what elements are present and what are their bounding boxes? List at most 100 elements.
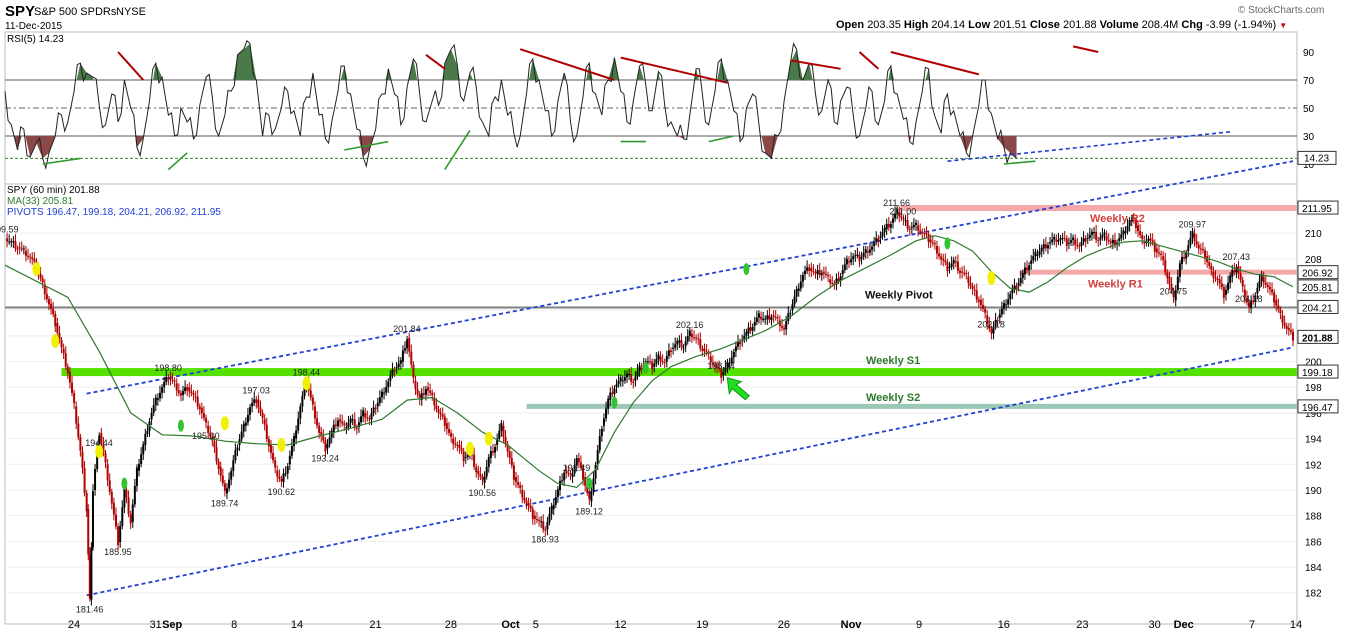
candle-body [249, 407, 252, 415]
candle-body [8, 241, 11, 243]
candle-body [791, 304, 794, 311]
candle-body [445, 423, 448, 429]
candle-body [728, 363, 731, 365]
candle-body [1019, 278, 1022, 284]
price-annotation: 198.94 [707, 361, 735, 371]
rsi-value-tag [1297, 150, 1337, 165]
candle-body [569, 473, 572, 475]
x-tick-label: 28 [445, 619, 457, 631]
candle-body [188, 387, 191, 392]
candle-body [322, 436, 325, 441]
candle-body [138, 464, 141, 471]
candle-body [653, 363, 656, 367]
candle-body [230, 470, 233, 480]
candle-body [75, 406, 78, 424]
highlight-marker-green [642, 361, 649, 374]
price-annotation: 209.97 [1178, 219, 1206, 229]
candle-body [986, 315, 989, 324]
candle-body [1088, 234, 1091, 238]
rsi-tick-label: 50 [1303, 104, 1315, 115]
candle-body [234, 450, 237, 461]
candle-body [318, 425, 321, 433]
candle-body [1218, 279, 1221, 284]
x-tick-label: Dec [1174, 619, 1194, 631]
candle-body [393, 369, 396, 372]
candle-body [186, 387, 189, 391]
candle-body [799, 281, 802, 289]
candle-body [649, 361, 652, 363]
candle-body [680, 340, 683, 348]
candle-body [406, 339, 409, 349]
highlight-marker-green [944, 237, 951, 250]
candle-body [732, 351, 735, 358]
candle-body [778, 320, 781, 327]
candle-body [301, 396, 304, 407]
weekly-r1-band [1019, 269, 1297, 275]
price-annotation: 204.75 [1160, 287, 1188, 297]
candle-body [946, 262, 949, 271]
candle-body [1042, 244, 1045, 249]
candle-body [550, 506, 553, 515]
candle-body [246, 414, 249, 423]
candle-body [1134, 220, 1137, 228]
candle-body [259, 407, 262, 413]
candle-body [142, 444, 145, 455]
highlight-marker-green [743, 263, 750, 276]
highlight-marker-yellow [95, 444, 104, 459]
candle-body [971, 285, 974, 289]
candle-body [439, 412, 442, 415]
x-tick-label: 14 [1290, 619, 1302, 631]
candle-body [399, 360, 402, 364]
candle-body [973, 289, 976, 291]
candle-body [747, 327, 750, 334]
candle-body [395, 367, 398, 369]
highlight-marker-yellow [484, 431, 493, 446]
candle-body [1034, 251, 1037, 257]
candle-body [917, 225, 920, 231]
candle-body [31, 257, 34, 260]
candle-body [768, 315, 771, 320]
candle-body [112, 502, 115, 515]
candle-body [297, 418, 300, 431]
candle-body [1139, 231, 1142, 236]
candle-body [904, 220, 907, 222]
candle-body [267, 439, 270, 447]
candle-body [133, 485, 136, 505]
candle-body [269, 445, 272, 453]
highlight-marker-green [611, 396, 618, 409]
candle-body [1224, 290, 1227, 295]
candle-body [464, 457, 467, 459]
candle-body [944, 260, 947, 263]
candle-body [716, 366, 719, 368]
candle-body [401, 350, 404, 362]
candle-body [200, 407, 203, 414]
candle-body [496, 438, 499, 446]
candle-body [529, 505, 532, 509]
candle-body [110, 491, 113, 504]
candle-body [760, 316, 763, 320]
candle-body [313, 406, 316, 419]
candle-body [713, 364, 716, 367]
candle-body [797, 288, 800, 291]
candle-body [665, 355, 668, 362]
candle-body [573, 465, 576, 474]
candle-body [1113, 239, 1116, 245]
candle-body [975, 290, 978, 300]
candle-body [1166, 272, 1169, 279]
price-value-label: 196.47 [1302, 403, 1333, 414]
candle-body [527, 502, 530, 506]
candle-body [678, 340, 681, 343]
candle-body [1011, 289, 1014, 294]
candle-body [1097, 239, 1100, 241]
candle-body [661, 361, 664, 363]
candle-body [571, 473, 574, 478]
candle-body [1174, 290, 1177, 301]
candle-body [1074, 239, 1077, 245]
candle-body [198, 406, 201, 410]
candle-body [707, 352, 710, 354]
candle-body [626, 373, 629, 378]
candle-body [341, 421, 344, 424]
candle-body [433, 397, 436, 406]
candle-body [898, 211, 901, 217]
candle-body [320, 432, 323, 437]
